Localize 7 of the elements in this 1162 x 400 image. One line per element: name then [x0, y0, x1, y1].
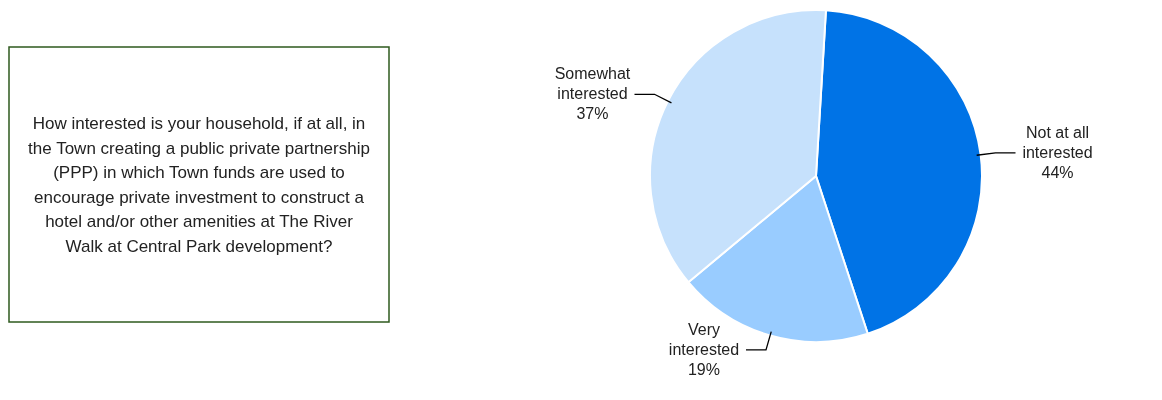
- text: How interested is your household, if at all, in the Town creating a public private partnership (PPP) in which Town funds are used to encourage private investment to construct a hotel and/or other amenities at The River Walk at Central Park development?: [28, 114, 370, 256]
- data-label: 37%: [576, 105, 609, 123]
- data-label: 19%: [687, 360, 721, 378]
- slice-label: Not at all interested: [1022, 123, 1093, 161]
- slice-label: Somewhat interested: [554, 65, 631, 103]
- data-label: 44%: [1041, 163, 1074, 181]
- slice-label: Very interested: [668, 320, 740, 358]
